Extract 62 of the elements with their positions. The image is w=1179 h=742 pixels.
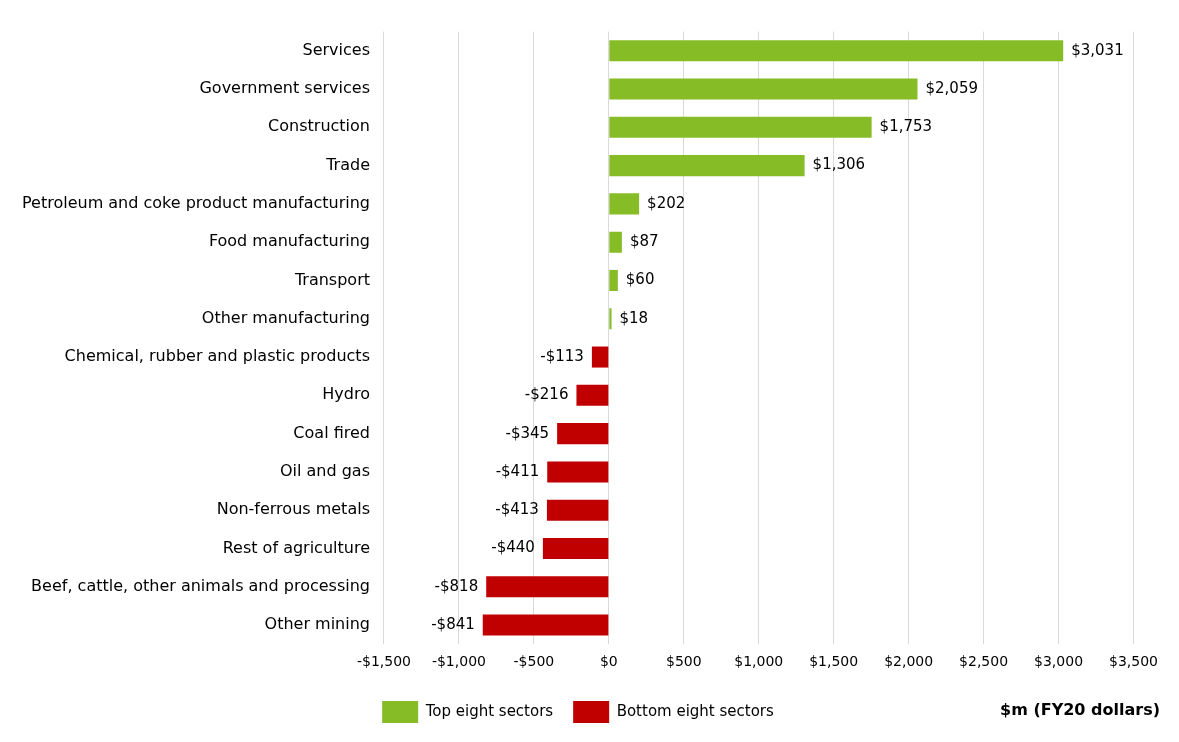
y-tick-label: Food manufacturing xyxy=(208,231,370,251)
data-label: $87 xyxy=(629,232,659,251)
x-tick-label: $500 xyxy=(665,653,702,670)
data-label: $202 xyxy=(647,193,686,212)
data-label: $1,753 xyxy=(879,117,933,136)
y-tick-label: Government services xyxy=(199,78,370,98)
bar xyxy=(547,461,609,483)
legend-label: Bottom eight sectors xyxy=(616,701,775,720)
data-label: -$413 xyxy=(495,500,539,519)
y-tick-label: Other manufacturing xyxy=(201,307,370,327)
bar xyxy=(542,537,609,560)
x-tick-label: $2,500 xyxy=(959,653,1009,670)
bar xyxy=(609,231,622,253)
bar xyxy=(546,499,609,521)
y-tick-label: Rest of agriculture xyxy=(222,537,370,557)
x-tick-label: -$1,000 xyxy=(431,653,486,670)
bar xyxy=(609,269,618,291)
y-tick-label: Petroleum and coke product manufacturing xyxy=(21,193,370,213)
x-tick-label: $3,500 xyxy=(1109,653,1159,670)
bar xyxy=(609,308,612,330)
bar xyxy=(609,155,805,177)
data-label: -$818 xyxy=(434,576,479,595)
data-label: $18 xyxy=(619,308,649,327)
y-tick-label: Non-ferrous metals xyxy=(216,499,370,519)
y-tick-label: Trade xyxy=(325,154,370,174)
data-label: -$440 xyxy=(491,538,535,557)
x-tick-label: $1,000 xyxy=(734,653,784,670)
bar xyxy=(486,576,609,598)
data-label: -$345 xyxy=(505,423,550,442)
y-tick-label: Oil and gas xyxy=(279,461,370,481)
y-tick-label: Other mining xyxy=(264,614,370,634)
data-label: $60 xyxy=(625,270,655,289)
y-tick-label: Beef, cattle, other animals and processing xyxy=(31,575,370,595)
data-label: -$411 xyxy=(495,461,540,480)
bar xyxy=(557,423,609,445)
y-tick-label: Hydro xyxy=(322,384,370,404)
y-tick-label: Coal fired xyxy=(293,422,370,442)
y-tick-label: Construction xyxy=(268,116,370,136)
data-label: $2,059 xyxy=(925,78,978,97)
bar xyxy=(609,78,918,100)
data-label: $1,306 xyxy=(812,155,866,174)
x-tick-label: $0 xyxy=(599,653,618,670)
bar xyxy=(609,193,640,215)
bar xyxy=(609,40,1064,62)
y-tick-label: Transport xyxy=(293,269,370,289)
legend-label: Top eight sectors xyxy=(424,701,554,720)
bar xyxy=(591,346,609,368)
y-tick-label: Services xyxy=(302,39,370,59)
bar xyxy=(609,116,872,138)
data-label: $3,031 xyxy=(1071,40,1124,59)
x-tick-label: $3,000 xyxy=(1034,653,1084,670)
x-tick-label: $1,500 xyxy=(809,653,859,670)
bar xyxy=(576,384,609,406)
x-axis-title: $m (FY20 dollars) xyxy=(1000,700,1160,720)
data-label: -$841 xyxy=(431,614,475,633)
x-tick-label: $2,000 xyxy=(884,653,934,670)
bar xyxy=(482,614,609,636)
y-tick-label: Chemical, rubber and plastic products xyxy=(64,346,370,366)
data-label: -$216 xyxy=(524,385,569,404)
x-tick-label: -$500 xyxy=(513,653,555,670)
x-tick-label: -$1,500 xyxy=(356,653,411,670)
data-label: -$113 xyxy=(540,346,584,365)
